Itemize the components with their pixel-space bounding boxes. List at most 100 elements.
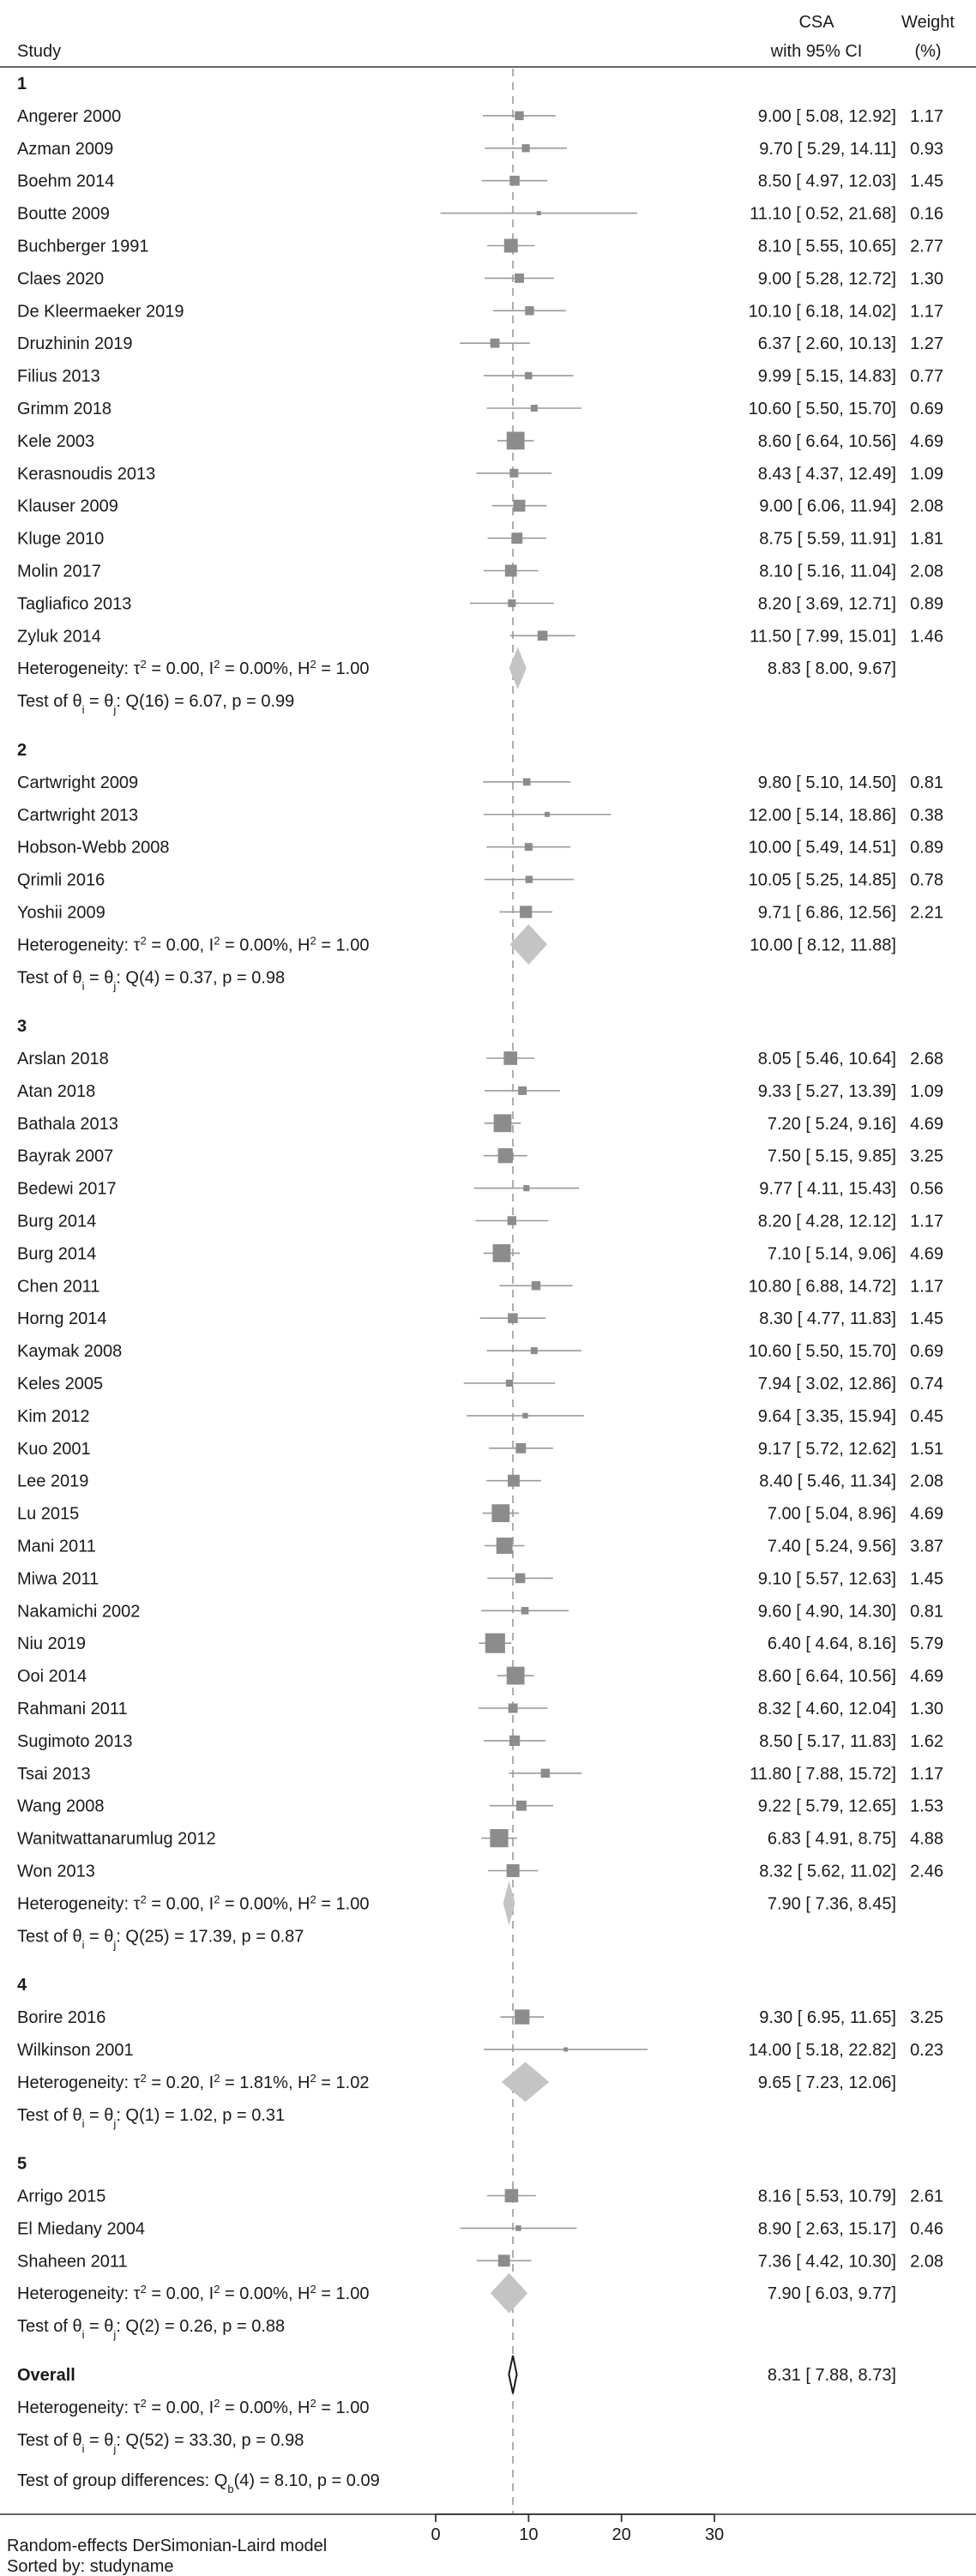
study-estimate: 10.10 [ 6.18, 14.02] bbox=[749, 302, 896, 321]
test-label: Test of θ bbox=[17, 2431, 82, 2450]
test-eq: = θ bbox=[85, 2431, 114, 2450]
study-estimate: 10.00 [ 5.49, 14.51] bbox=[749, 839, 896, 858]
study-marker bbox=[511, 533, 523, 545]
study-estimate: 7.20 [ 5.24, 9.16] bbox=[768, 1115, 896, 1134]
het-h: , H bbox=[288, 2284, 310, 2303]
study-weight: 0.89 bbox=[910, 839, 943, 858]
study-estimate: 9.80 [ 5.10, 14.50] bbox=[758, 773, 896, 792]
q-value: 1.02 bbox=[179, 2106, 213, 2125]
study-marker bbox=[515, 2009, 530, 2025]
study-weight: 1.17 bbox=[910, 1213, 943, 1231]
study-name: Wanitwattanarumlug 2012 bbox=[17, 1830, 216, 1849]
study-estimate: 8.43 [ 4.37, 12.49] bbox=[758, 465, 896, 484]
study-marker bbox=[485, 1633, 505, 1653]
study-name: Qrimli 2016 bbox=[17, 871, 105, 890]
test-eq: = θ bbox=[85, 2317, 114, 2336]
group-summary-diamond bbox=[490, 2272, 528, 2314]
gd-eq: ) = bbox=[249, 2471, 274, 2490]
tau2-value: 0.00 bbox=[166, 1894, 200, 1913]
study-weight: 2.08 bbox=[910, 2252, 943, 2271]
study-name: Grimm 2018 bbox=[17, 400, 111, 418]
study-column-header: Study bbox=[17, 42, 61, 61]
study-estimate: 8.30 [ 4.77, 11.83] bbox=[759, 1309, 896, 1328]
i2-value: 0.00% bbox=[239, 659, 288, 678]
overall-diamond bbox=[508, 2355, 518, 2394]
study-marker bbox=[515, 273, 524, 283]
het-i: , I bbox=[200, 2073, 214, 2092]
study-weight: 1.17 bbox=[910, 107, 943, 126]
study-name: Filius 2013 bbox=[17, 367, 100, 386]
study-marker bbox=[515, 1573, 526, 1584]
het-eq: = bbox=[316, 936, 336, 954]
study-marker bbox=[509, 468, 519, 478]
study-name: Niu 2019 bbox=[17, 1634, 86, 1653]
study-estimate: 8.10 [ 5.55, 10.65] bbox=[758, 238, 896, 256]
group-summary-estimate: 7.90 [ 6.03, 9.77] bbox=[768, 2284, 896, 2303]
study-weight: 0.81 bbox=[910, 773, 943, 792]
group-label: 2 bbox=[17, 741, 27, 760]
het-sup: 2 bbox=[141, 2071, 147, 2084]
het-sup: 2 bbox=[141, 658, 147, 671]
study-weight: 0.89 bbox=[910, 594, 943, 613]
study-name: Druzhinin 2019 bbox=[17, 334, 133, 353]
study-estimate: 14.00 [ 5.18, 22.82] bbox=[749, 2041, 896, 2060]
test-q: : Q( bbox=[116, 1927, 145, 1946]
study-marker bbox=[515, 1800, 527, 1811]
study-name: Molin 2017 bbox=[17, 563, 101, 581]
group-label: 5 bbox=[17, 2155, 27, 2174]
test-q: : Q( bbox=[116, 2431, 145, 2450]
het-h: , H bbox=[288, 1894, 310, 1913]
sort-note: Sorted by: studyname bbox=[7, 2557, 174, 2576]
study-estimate: 9.64 [ 3.35, 15.94] bbox=[758, 1407, 896, 1426]
study-weight: 2.08 bbox=[910, 497, 943, 516]
study-name: Zyluk 2014 bbox=[17, 627, 101, 646]
df-value: 1 bbox=[145, 2106, 154, 2125]
study-marker bbox=[490, 1828, 509, 1848]
gd-pval: 0.09 bbox=[346, 2471, 380, 2490]
weight-unit-header: (%) bbox=[914, 42, 941, 61]
study-marker bbox=[503, 1051, 518, 1065]
study-name: Won 2013 bbox=[17, 1863, 95, 1881]
group-heterogeneity: Heterogeneity: τ2 = 0.00, I2 = 0.00%, H2… bbox=[17, 658, 369, 679]
study-name: Burg 2014 bbox=[17, 1213, 96, 1231]
study-name: Ooi 2014 bbox=[17, 1667, 87, 1686]
het-sup: 2 bbox=[214, 2396, 220, 2409]
weight-column-header: Weight bbox=[901, 13, 955, 32]
study-marker bbox=[508, 599, 516, 607]
het-eq: = bbox=[147, 659, 166, 678]
het-h: , H bbox=[288, 659, 310, 678]
group-summary-diamond bbox=[503, 1881, 515, 1926]
test-eq: = θ bbox=[85, 692, 114, 711]
test-p: , p = bbox=[213, 2317, 251, 2336]
study-name: Tsai 2013 bbox=[17, 1765, 91, 1784]
het-eq: = bbox=[147, 936, 166, 954]
study-name: Bathala 2013 bbox=[17, 1115, 118, 1134]
study-estimate: 9.10 [ 5.57, 12.63] bbox=[758, 1569, 896, 1588]
study-weight: 0.77 bbox=[910, 367, 943, 386]
study-marker bbox=[493, 1114, 512, 1133]
het-sup: 2 bbox=[214, 1893, 220, 1905]
test-sub: i bbox=[82, 2116, 85, 2129]
study-estimate: 6.40 [ 4.64, 8.16] bbox=[768, 1634, 896, 1653]
study-estimate: 7.10 [ 5.14, 9.06] bbox=[768, 1244, 896, 1263]
study-marker bbox=[506, 1666, 525, 1685]
het-eq: = bbox=[220, 2073, 239, 2092]
study-estimate: 8.16 [ 5.53, 10.79] bbox=[758, 2188, 896, 2206]
het-eq: = bbox=[316, 1894, 336, 1913]
study-name: Yoshii 2009 bbox=[17, 903, 105, 922]
study-name: Lee 2019 bbox=[17, 1472, 88, 1491]
q-value: 6.07 bbox=[189, 692, 222, 711]
group-test: Test of θi = θj: Q(1) = 1.02, p = 0.31 bbox=[17, 2106, 285, 2130]
het-sup: 2 bbox=[141, 1893, 147, 1905]
study-name: Azman 2009 bbox=[17, 140, 113, 159]
test-label: Test of θ bbox=[17, 2106, 82, 2125]
study-name: Kim 2012 bbox=[17, 1407, 90, 1426]
x-tick-label: 10 bbox=[519, 2525, 538, 2544]
study-name: Atan 2018 bbox=[17, 1082, 95, 1101]
i2-value: 0.00% bbox=[239, 936, 288, 954]
study-weight: 1.51 bbox=[910, 1440, 943, 1459]
study-name: Kele 2003 bbox=[17, 432, 94, 451]
group-test: Test of θi = θj: Q(2) = 0.26, p = 0.88 bbox=[17, 2317, 285, 2341]
i2-value: 0.00% bbox=[239, 1894, 288, 1913]
study-estimate: 8.60 [ 6.64, 10.56] bbox=[758, 1667, 896, 1686]
